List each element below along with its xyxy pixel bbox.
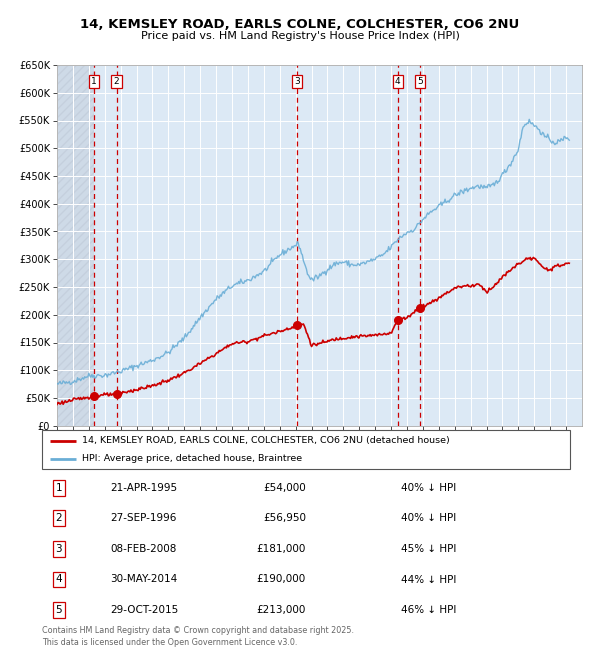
Text: Contains HM Land Registry data © Crown copyright and database right 2025.
This d: Contains HM Land Registry data © Crown c… (42, 626, 354, 647)
Text: 2016: 2016 (414, 446, 423, 465)
Text: 2000: 2000 (160, 446, 169, 465)
Text: £190,000: £190,000 (257, 575, 306, 584)
Text: 2019: 2019 (461, 446, 470, 465)
FancyBboxPatch shape (42, 430, 570, 469)
Text: 1993: 1993 (48, 446, 57, 465)
Text: 44% ↓ HPI: 44% ↓ HPI (401, 575, 457, 584)
Text: 5: 5 (418, 77, 423, 86)
Text: 1995: 1995 (80, 446, 89, 465)
Text: 2011: 2011 (334, 446, 343, 465)
Text: 45% ↓ HPI: 45% ↓ HPI (401, 544, 457, 554)
Text: 2020: 2020 (478, 446, 487, 465)
Text: 3: 3 (56, 544, 62, 554)
Text: 40% ↓ HPI: 40% ↓ HPI (401, 514, 456, 523)
Text: 14, KEMSLEY ROAD, EARLS COLNE, COLCHESTER, CO6 2NU: 14, KEMSLEY ROAD, EARLS COLNE, COLCHESTE… (80, 18, 520, 31)
Text: 1: 1 (56, 483, 62, 493)
Text: 4: 4 (56, 575, 62, 584)
Text: 46% ↓ HPI: 46% ↓ HPI (401, 605, 457, 615)
Text: 1999: 1999 (143, 446, 152, 465)
Text: 2021: 2021 (493, 446, 502, 465)
Text: 2012: 2012 (350, 446, 359, 465)
Text: 1997: 1997 (112, 446, 121, 465)
Text: £181,000: £181,000 (257, 544, 306, 554)
Text: 29-OCT-2015: 29-OCT-2015 (110, 605, 179, 615)
Text: 2006: 2006 (255, 446, 264, 465)
Text: 40% ↓ HPI: 40% ↓ HPI (401, 483, 456, 493)
Text: 2017: 2017 (430, 446, 439, 465)
Text: 2004: 2004 (223, 446, 232, 465)
Text: Price paid vs. HM Land Registry's House Price Index (HPI): Price paid vs. HM Land Registry's House … (140, 31, 460, 41)
Text: 3: 3 (295, 77, 300, 86)
Text: 2002: 2002 (191, 446, 200, 465)
Text: 2010: 2010 (319, 446, 328, 465)
Text: 1994: 1994 (64, 446, 73, 465)
Text: 27-SEP-1996: 27-SEP-1996 (110, 514, 177, 523)
Text: 2005: 2005 (239, 446, 248, 465)
Text: 1998: 1998 (128, 446, 137, 465)
Text: 5: 5 (56, 605, 62, 615)
Text: 14, KEMSLEY ROAD, EARLS COLNE, COLCHESTER, CO6 2NU (detached house): 14, KEMSLEY ROAD, EARLS COLNE, COLCHESTE… (82, 436, 449, 445)
Text: £213,000: £213,000 (257, 605, 306, 615)
Text: 1996: 1996 (96, 446, 105, 465)
Text: 30-MAY-2014: 30-MAY-2014 (110, 575, 178, 584)
Bar (57, 65, 94, 426)
Text: 2013: 2013 (366, 446, 375, 465)
Text: HPI: Average price, detached house, Braintree: HPI: Average price, detached house, Brai… (82, 454, 302, 463)
Text: 2001: 2001 (175, 446, 184, 465)
Text: 2014: 2014 (382, 446, 391, 465)
Text: 08-FEB-2008: 08-FEB-2008 (110, 544, 177, 554)
Text: £56,950: £56,950 (263, 514, 306, 523)
Text: 2008: 2008 (287, 446, 296, 465)
Text: 2018: 2018 (446, 446, 455, 465)
Text: 2: 2 (113, 77, 119, 86)
Text: 2023: 2023 (525, 446, 534, 465)
Text: 2025: 2025 (557, 446, 566, 465)
Text: 2: 2 (56, 514, 62, 523)
Text: 2003: 2003 (207, 446, 216, 465)
Text: 21-APR-1995: 21-APR-1995 (110, 483, 178, 493)
Text: 4: 4 (395, 77, 400, 86)
Text: £54,000: £54,000 (263, 483, 306, 493)
Text: 2024: 2024 (541, 446, 550, 465)
Text: 2009: 2009 (302, 446, 311, 465)
Text: 2022: 2022 (509, 446, 518, 465)
Text: 2007: 2007 (271, 446, 280, 465)
Text: 2015: 2015 (398, 446, 407, 465)
Text: 1: 1 (91, 77, 97, 86)
